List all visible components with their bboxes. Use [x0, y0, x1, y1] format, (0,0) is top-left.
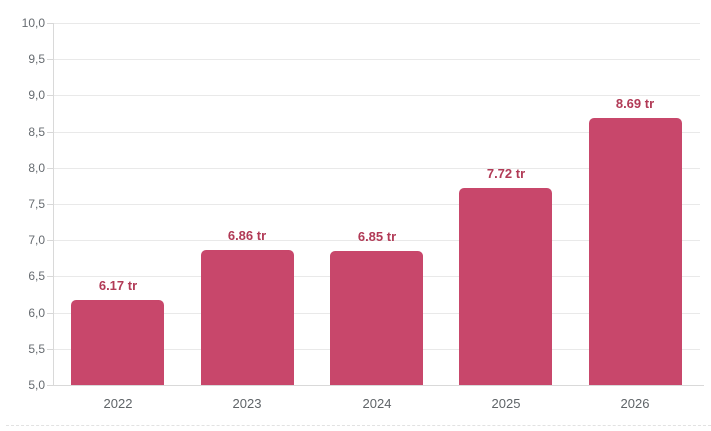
- gridline: [53, 95, 700, 96]
- x-axis-label: 2026: [620, 396, 650, 411]
- bar-2026[interactable]: [589, 118, 682, 385]
- y-axis-tick: [47, 349, 53, 350]
- bar-value-label: 8.69 tr: [615, 96, 655, 111]
- bar-value-label: 7.72 tr: [486, 166, 526, 181]
- gridline: [53, 168, 700, 169]
- y-axis-tick-label: 8,5: [28, 125, 45, 139]
- gridline: [53, 59, 700, 60]
- bar-value-label: 6.17 tr: [98, 278, 138, 293]
- bar-2023[interactable]: [201, 250, 294, 385]
- bar-2025[interactable]: [459, 188, 552, 385]
- y-axis-tick-label: 9,0: [28, 88, 45, 102]
- y-axis-tick-label: 7,5: [28, 197, 45, 211]
- bar-value-label: 6.86 tr: [227, 228, 267, 243]
- y-axis-tick-label: 9,5: [28, 52, 45, 66]
- y-axis-tick: [47, 204, 53, 205]
- y-axis-tick: [47, 240, 53, 241]
- bar-value-label: 6.85 tr: [357, 229, 397, 244]
- x-axis-label: 2022: [103, 396, 133, 411]
- y-axis-tick: [47, 59, 53, 60]
- gridline: [53, 204, 700, 205]
- y-axis-tick: [47, 132, 53, 133]
- gridline: [53, 23, 700, 24]
- x-axis-label: 2024: [362, 396, 392, 411]
- y-axis-tick-label: 5,5: [28, 342, 45, 356]
- bar-2022[interactable]: [71, 300, 164, 385]
- y-axis-line: [53, 23, 54, 385]
- y-axis-tick-label: 6,0: [28, 306, 45, 320]
- y-axis-tick-label: 8,0: [28, 161, 45, 175]
- bar-2024[interactable]: [330, 251, 423, 385]
- y-axis-tick: [47, 276, 53, 277]
- bottom-dotted-divider: [6, 425, 711, 426]
- y-axis-tick: [47, 23, 53, 24]
- gridline: [53, 240, 700, 241]
- y-axis-tick-label: 7,0: [28, 233, 45, 247]
- y-axis-tick: [47, 168, 53, 169]
- gridline: [53, 132, 700, 133]
- y-axis-tick: [47, 313, 53, 314]
- x-axis-label: 2025: [491, 396, 521, 411]
- x-axis-label: 2023: [232, 396, 262, 411]
- y-axis-tick: [47, 385, 53, 386]
- y-axis-tick-label: 6,5: [28, 269, 45, 283]
- y-axis-tick-label: 10,0: [21, 16, 45, 30]
- y-axis-tick-label: 5,0: [28, 378, 45, 392]
- y-axis-tick: [47, 95, 53, 96]
- x-axis-baseline: [53, 385, 704, 386]
